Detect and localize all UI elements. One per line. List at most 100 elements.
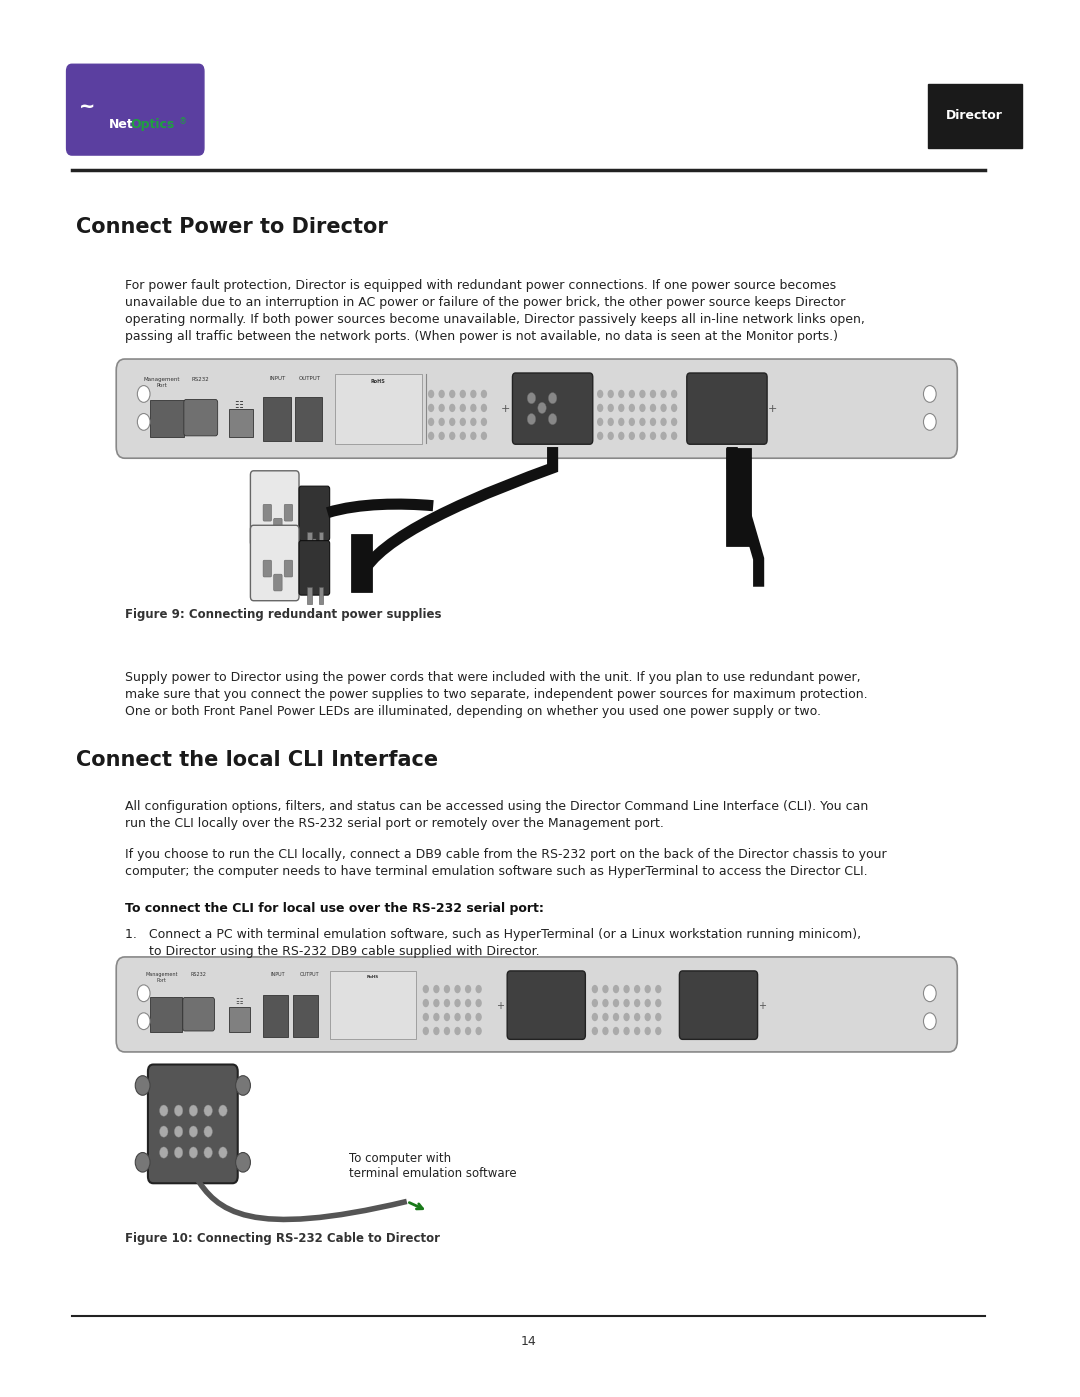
Circle shape <box>455 1027 461 1035</box>
Circle shape <box>235 1153 251 1172</box>
FancyBboxPatch shape <box>264 995 288 1037</box>
FancyBboxPatch shape <box>351 534 372 592</box>
Text: INPUT: INPUT <box>270 376 286 381</box>
Circle shape <box>592 985 598 993</box>
Text: Net: Net <box>109 117 134 131</box>
Circle shape <box>422 1013 429 1021</box>
FancyBboxPatch shape <box>264 504 271 521</box>
Text: ®: ® <box>178 117 187 126</box>
Circle shape <box>597 390 604 398</box>
Circle shape <box>135 1153 150 1172</box>
FancyBboxPatch shape <box>273 518 282 535</box>
Circle shape <box>449 418 456 426</box>
Bar <box>319 587 323 604</box>
Circle shape <box>475 999 482 1007</box>
Circle shape <box>160 1147 168 1158</box>
Circle shape <box>623 1027 630 1035</box>
Text: Supply power to Director using the power cords that were included with the unit.: Supply power to Director using the power… <box>124 671 867 718</box>
Circle shape <box>527 414 536 425</box>
Bar <box>319 532 323 549</box>
Circle shape <box>422 1027 429 1035</box>
FancyBboxPatch shape <box>117 957 957 1052</box>
Circle shape <box>618 418 624 426</box>
Circle shape <box>449 390 456 398</box>
Circle shape <box>650 418 657 426</box>
Text: Management
Port: Management Port <box>144 377 180 388</box>
Circle shape <box>464 1013 471 1021</box>
Circle shape <box>428 404 434 412</box>
Text: ~: ~ <box>79 96 95 116</box>
FancyBboxPatch shape <box>512 373 593 444</box>
Circle shape <box>639 418 646 426</box>
Circle shape <box>650 404 657 412</box>
Circle shape <box>428 432 434 440</box>
Circle shape <box>629 418 635 426</box>
Circle shape <box>444 1013 450 1021</box>
Text: +: + <box>496 1000 503 1011</box>
Circle shape <box>137 985 150 1002</box>
Circle shape <box>612 1013 619 1021</box>
Circle shape <box>444 999 450 1007</box>
Circle shape <box>433 999 440 1007</box>
Circle shape <box>639 432 646 440</box>
Circle shape <box>597 432 604 440</box>
Circle shape <box>460 432 465 440</box>
Circle shape <box>923 386 936 402</box>
Text: Figure 10: Connecting RS-232 Cable to Director: Figure 10: Connecting RS-232 Cable to Di… <box>124 1232 440 1245</box>
Circle shape <box>219 1147 227 1158</box>
Circle shape <box>612 999 619 1007</box>
Text: Optics: Optics <box>130 117 174 131</box>
Circle shape <box>656 985 661 993</box>
Circle shape <box>189 1126 198 1137</box>
Circle shape <box>455 1013 461 1021</box>
Circle shape <box>629 390 635 398</box>
Text: If you choose to run the CLI locally, connect a DB9 cable from the RS-232 port o: If you choose to run the CLI locally, co… <box>124 848 887 877</box>
Circle shape <box>618 404 624 412</box>
Circle shape <box>219 1105 227 1116</box>
FancyBboxPatch shape <box>229 409 253 437</box>
Circle shape <box>481 390 487 398</box>
Text: RS232: RS232 <box>192 377 210 383</box>
Circle shape <box>634 999 640 1007</box>
Circle shape <box>592 1013 598 1021</box>
FancyBboxPatch shape <box>67 64 204 155</box>
Circle shape <box>204 1105 213 1116</box>
Circle shape <box>460 418 465 426</box>
Circle shape <box>174 1105 183 1116</box>
Circle shape <box>603 985 609 993</box>
Text: Connect the local CLI Interface: Connect the local CLI Interface <box>76 750 438 770</box>
Text: To connect the CLI for local use over the RS-232 serial port:: To connect the CLI for local use over th… <box>124 902 543 915</box>
Circle shape <box>444 985 450 993</box>
Bar <box>308 532 312 549</box>
Circle shape <box>464 1027 471 1035</box>
Circle shape <box>923 414 936 430</box>
Circle shape <box>174 1147 183 1158</box>
FancyBboxPatch shape <box>928 84 1022 148</box>
FancyBboxPatch shape <box>117 359 957 458</box>
Circle shape <box>137 414 150 430</box>
Circle shape <box>671 390 677 398</box>
Circle shape <box>235 1076 251 1095</box>
Circle shape <box>204 1126 213 1137</box>
Circle shape <box>639 390 646 398</box>
Circle shape <box>629 404 635 412</box>
Circle shape <box>137 1013 150 1030</box>
Circle shape <box>137 386 150 402</box>
Circle shape <box>481 432 487 440</box>
Circle shape <box>428 418 434 426</box>
Circle shape <box>608 390 613 398</box>
Circle shape <box>618 432 624 440</box>
FancyBboxPatch shape <box>183 997 215 1031</box>
Circle shape <box>603 999 609 1007</box>
Circle shape <box>671 404 677 412</box>
Circle shape <box>612 985 619 993</box>
Circle shape <box>470 404 476 412</box>
Text: 1.   Connect a PC with terminal emulation software, such as HyperTerminal (or a : 1. Connect a PC with terminal emulation … <box>124 928 861 957</box>
Circle shape <box>634 1027 640 1035</box>
Text: ☷: ☷ <box>235 997 243 1006</box>
FancyBboxPatch shape <box>229 1007 251 1032</box>
FancyBboxPatch shape <box>264 560 271 577</box>
Circle shape <box>475 985 482 993</box>
Text: RS232: RS232 <box>191 972 206 978</box>
Circle shape <box>549 393 557 404</box>
